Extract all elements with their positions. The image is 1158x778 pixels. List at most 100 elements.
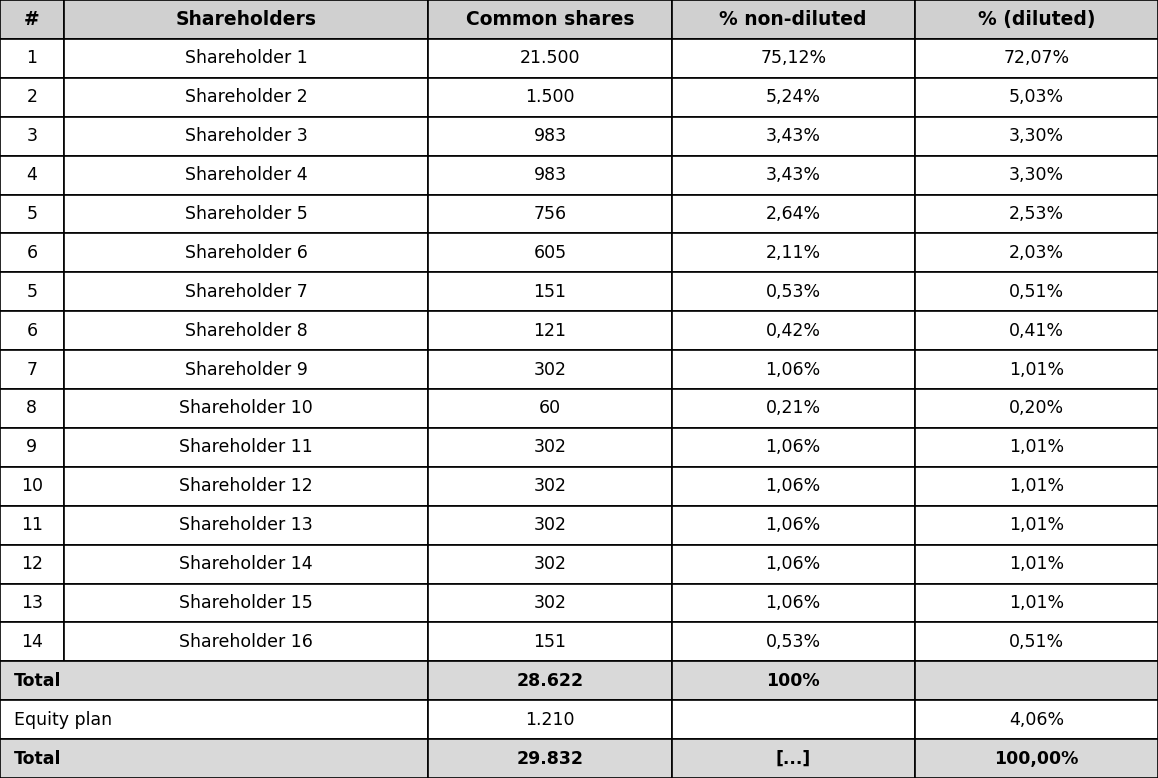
Text: 2,64%: 2,64% <box>765 205 821 223</box>
Bar <box>915 739 1158 778</box>
Bar <box>0 194 64 233</box>
Bar <box>428 467 672 506</box>
Text: 3,43%: 3,43% <box>765 166 821 184</box>
Text: 1,01%: 1,01% <box>1009 360 1064 379</box>
Text: 2,11%: 2,11% <box>765 244 821 262</box>
Bar <box>428 389 672 428</box>
Bar <box>0 389 64 428</box>
Bar <box>0 545 64 584</box>
Text: Shareholder 5: Shareholder 5 <box>184 205 308 223</box>
Bar <box>428 0 672 39</box>
Text: 605: 605 <box>534 244 566 262</box>
Bar <box>915 506 1158 545</box>
Text: 0,41%: 0,41% <box>1009 321 1064 340</box>
Bar <box>672 194 915 233</box>
Text: 4,06%: 4,06% <box>1009 710 1064 729</box>
Bar <box>0 622 64 661</box>
Text: 1,01%: 1,01% <box>1009 555 1064 573</box>
Text: Shareholder 13: Shareholder 13 <box>179 516 313 534</box>
Bar <box>672 739 915 778</box>
Bar <box>672 545 915 584</box>
Text: 983: 983 <box>534 166 566 184</box>
Bar <box>915 545 1158 584</box>
Text: Shareholder 2: Shareholder 2 <box>184 88 308 107</box>
Bar <box>64 0 428 39</box>
Bar <box>915 428 1158 467</box>
Bar <box>672 0 915 39</box>
Bar <box>672 700 915 739</box>
Bar <box>64 389 428 428</box>
Text: 0,21%: 0,21% <box>765 399 821 418</box>
Text: 28.622: 28.622 <box>516 671 584 690</box>
Text: 13: 13 <box>21 594 43 612</box>
Text: 4: 4 <box>27 166 37 184</box>
Bar <box>672 350 915 389</box>
Bar <box>672 584 915 622</box>
Text: 983: 983 <box>534 127 566 145</box>
Text: 5,03%: 5,03% <box>1009 88 1064 107</box>
Text: 3,30%: 3,30% <box>1009 127 1064 145</box>
Bar <box>915 39 1158 78</box>
Text: Shareholder 8: Shareholder 8 <box>184 321 308 340</box>
Bar <box>64 506 428 545</box>
Text: 1: 1 <box>27 49 37 68</box>
Bar <box>915 78 1158 117</box>
Text: 6: 6 <box>27 321 37 340</box>
Bar <box>915 0 1158 39</box>
Bar <box>64 194 428 233</box>
Text: Shareholder 15: Shareholder 15 <box>179 594 313 612</box>
Bar <box>64 156 428 194</box>
Text: 72,07%: 72,07% <box>1003 49 1070 68</box>
Text: Shareholders: Shareholders <box>176 10 316 29</box>
Bar <box>428 584 672 622</box>
Text: 60: 60 <box>538 399 562 418</box>
Bar <box>915 389 1158 428</box>
Bar <box>64 545 428 584</box>
Bar <box>0 428 64 467</box>
Text: 302: 302 <box>534 438 566 457</box>
Text: 151: 151 <box>534 633 566 651</box>
Bar <box>915 272 1158 311</box>
Bar <box>672 661 915 700</box>
Text: 302: 302 <box>534 360 566 379</box>
Text: 1,06%: 1,06% <box>765 594 821 612</box>
Text: % non-diluted: % non-diluted <box>719 10 867 29</box>
Bar <box>0 78 64 117</box>
Text: 0,51%: 0,51% <box>1009 633 1064 651</box>
Bar <box>0 506 64 545</box>
Text: 1,01%: 1,01% <box>1009 438 1064 457</box>
Bar <box>672 311 915 350</box>
Bar <box>428 700 672 739</box>
Bar <box>0 700 428 739</box>
Bar <box>64 467 428 506</box>
Bar <box>915 194 1158 233</box>
Text: Total: Total <box>14 671 61 690</box>
Text: Shareholder 16: Shareholder 16 <box>179 633 313 651</box>
Bar <box>672 117 915 156</box>
Bar <box>915 311 1158 350</box>
Text: 302: 302 <box>534 477 566 496</box>
Bar <box>428 350 672 389</box>
Text: 1,06%: 1,06% <box>765 438 821 457</box>
Bar <box>64 39 428 78</box>
Text: 0,20%: 0,20% <box>1009 399 1064 418</box>
Bar <box>672 272 915 311</box>
Text: 2: 2 <box>27 88 37 107</box>
Bar <box>428 117 672 156</box>
Text: 1.500: 1.500 <box>526 88 574 107</box>
Bar <box>915 467 1158 506</box>
Bar <box>0 311 64 350</box>
Text: 1,01%: 1,01% <box>1009 594 1064 612</box>
Text: 5: 5 <box>27 205 37 223</box>
Bar <box>915 350 1158 389</box>
Text: 1,01%: 1,01% <box>1009 516 1064 534</box>
Text: 11: 11 <box>21 516 43 534</box>
Bar <box>64 233 428 272</box>
Text: 2,53%: 2,53% <box>1009 205 1064 223</box>
Bar <box>64 428 428 467</box>
Text: Total: Total <box>14 749 61 768</box>
Bar <box>0 661 428 700</box>
Text: Shareholder 9: Shareholder 9 <box>184 360 308 379</box>
Bar <box>428 311 672 350</box>
Bar <box>672 428 915 467</box>
